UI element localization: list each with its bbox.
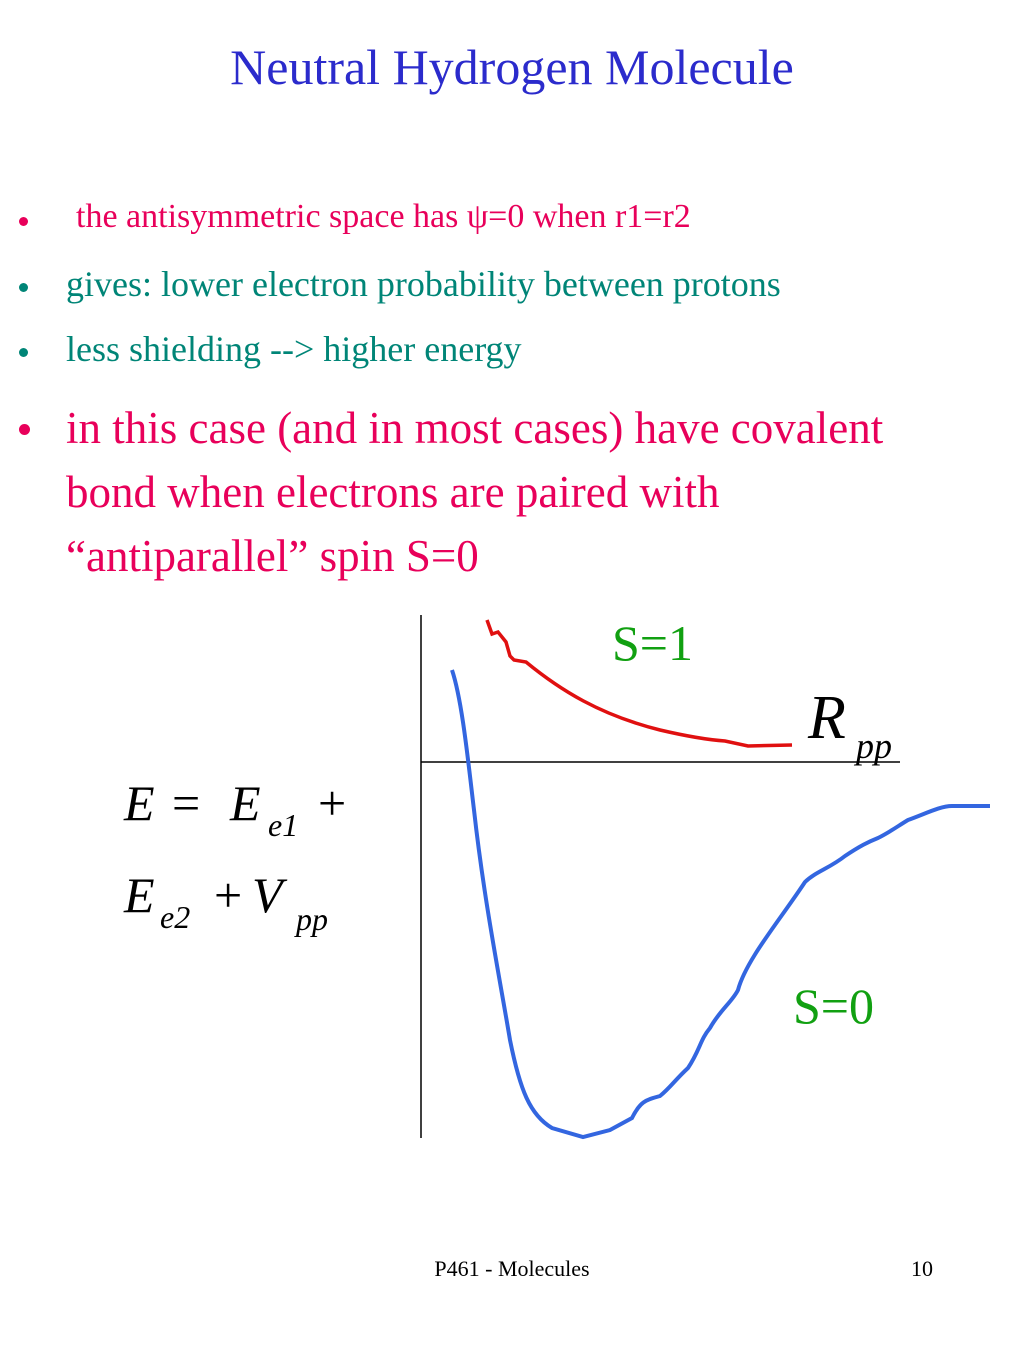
bullet-list: gives: lower electron probability betwee… (19, 263, 781, 305)
eq-lhs: E (123, 775, 155, 831)
bullet-list: less shielding --> higher energy (19, 328, 522, 370)
lower-label: S=0 (793, 978, 874, 1034)
bullet-list: the antisymmetric space has ψ=0 when r1=… (19, 198, 691, 236)
slide-title: Neutral Hydrogen Molecule (230, 39, 794, 95)
eq-term: E (229, 775, 261, 831)
s0-curve (450, 669, 990, 1140)
upper-label: S=1 (612, 615, 693, 671)
s1-curve (485, 619, 793, 748)
eq-plus: + (318, 775, 346, 831)
axis-label: R (807, 684, 846, 752)
bullet-list: in this case (and in most cases) have co… (19, 396, 966, 588)
eq-term: E (123, 867, 155, 923)
eq-sign: = (172, 775, 200, 831)
bullet: in this case (and in most cases) have co… (19, 396, 966, 588)
axis-label-sub: pp (853, 726, 892, 766)
eq-plus: + (214, 867, 242, 923)
page-number: 10 (911, 1256, 933, 1281)
bullet: gives: lower electron probability betwee… (19, 264, 781, 304)
bullet: less shielding --> higher energy (19, 329, 522, 369)
eq-sub: pp (294, 901, 328, 937)
bullet: the antisymmetric space has ψ=0 when r1=… (19, 198, 691, 235)
eq-term: V (252, 867, 288, 923)
footer-text: P461 - Molecules (434, 1256, 589, 1281)
eq-sub: e2 (160, 899, 190, 935)
eq-sub: e1 (268, 807, 298, 843)
